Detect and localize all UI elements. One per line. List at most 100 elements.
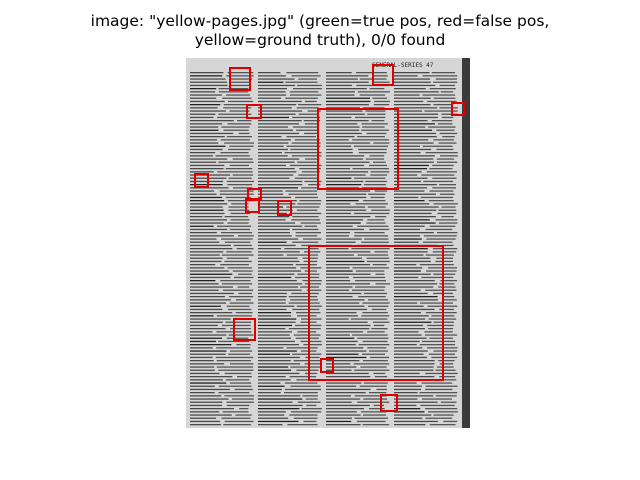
text-line <box>238 292 252 295</box>
text-line <box>326 292 362 295</box>
text-line <box>373 324 385 327</box>
text-line <box>218 91 249 93</box>
text-line <box>432 164 454 167</box>
text-line <box>303 120 321 122</box>
text-line <box>224 260 252 263</box>
text-line <box>258 257 298 259</box>
text-line <box>232 158 253 160</box>
text-line <box>425 372 458 375</box>
text-line <box>394 267 423 269</box>
text-line <box>394 97 431 99</box>
text-line <box>326 107 360 109</box>
text-line <box>258 91 286 93</box>
text-line <box>352 139 390 141</box>
text-line <box>218 88 249 90</box>
text-line <box>357 254 389 256</box>
text-line <box>361 411 387 413</box>
text-line <box>354 395 387 397</box>
text-line <box>258 190 283 192</box>
text-line <box>421 382 453 384</box>
text-line <box>258 353 290 355</box>
text-line <box>258 244 296 247</box>
text-line <box>394 84 436 87</box>
text-line <box>436 232 458 234</box>
text-line <box>425 228 453 231</box>
text-line <box>420 404 455 407</box>
text-line <box>425 289 457 291</box>
text-line <box>326 376 371 378</box>
text-line <box>326 81 369 83</box>
text-line <box>286 347 318 349</box>
text-line <box>352 334 388 336</box>
text-line <box>422 75 458 77</box>
text-line <box>190 158 228 160</box>
text-line <box>436 129 455 131</box>
text-line <box>394 382 417 384</box>
text-line <box>258 328 286 330</box>
text-line <box>433 273 456 275</box>
text-line <box>437 212 457 215</box>
text-line <box>326 196 367 199</box>
text-line <box>190 238 217 240</box>
text-line <box>394 209 437 211</box>
text-line <box>295 264 317 266</box>
text-line <box>326 308 368 311</box>
text-line <box>394 136 437 138</box>
text-line <box>297 315 317 317</box>
text-line <box>326 120 369 122</box>
text-line <box>190 193 217 195</box>
text-line <box>439 107 458 109</box>
text-line <box>425 408 458 410</box>
text-line <box>190 235 234 237</box>
text-line <box>369 408 385 410</box>
text-line <box>235 414 252 416</box>
text-line <box>258 180 303 183</box>
text-line <box>394 308 435 311</box>
text-line <box>288 193 318 195</box>
text-line <box>394 219 430 221</box>
text-line <box>425 152 458 154</box>
text-line <box>369 350 388 352</box>
text-line <box>190 152 216 154</box>
text-line <box>298 113 318 115</box>
text-line <box>238 132 250 135</box>
text-line <box>432 248 458 250</box>
text-line <box>326 401 352 403</box>
text-line <box>190 366 215 368</box>
text-line <box>190 161 217 163</box>
text-line <box>190 91 216 93</box>
text-line <box>367 347 387 349</box>
text-line <box>326 203 351 205</box>
text-line <box>258 238 299 240</box>
text-line <box>326 97 370 99</box>
text-line <box>326 184 362 186</box>
text-line <box>425 388 453 391</box>
text-line <box>362 340 388 343</box>
text-line <box>190 328 226 330</box>
text-line <box>394 276 419 279</box>
text-line <box>190 251 224 253</box>
text-line <box>308 184 321 186</box>
text-line <box>354 369 390 371</box>
text-line <box>423 180 454 183</box>
text-line <box>394 161 434 163</box>
text-line <box>326 91 355 93</box>
text-line <box>225 321 252 323</box>
title-line-1: image: "yellow-pages.jpg" (green=true po… <box>90 12 550 30</box>
text-line <box>190 120 234 122</box>
text-line <box>190 420 221 423</box>
text-line <box>435 395 457 397</box>
text-line <box>394 81 431 83</box>
text-line <box>358 344 390 346</box>
text-line <box>190 286 233 288</box>
text-line <box>258 392 281 394</box>
text-line <box>190 324 218 327</box>
text-line <box>368 392 387 394</box>
text-line <box>436 161 458 163</box>
text-line <box>394 238 422 240</box>
text-line <box>394 270 421 272</box>
text-line <box>258 420 299 423</box>
text-line <box>326 136 355 138</box>
text-line <box>326 145 352 147</box>
text-line <box>304 270 317 272</box>
